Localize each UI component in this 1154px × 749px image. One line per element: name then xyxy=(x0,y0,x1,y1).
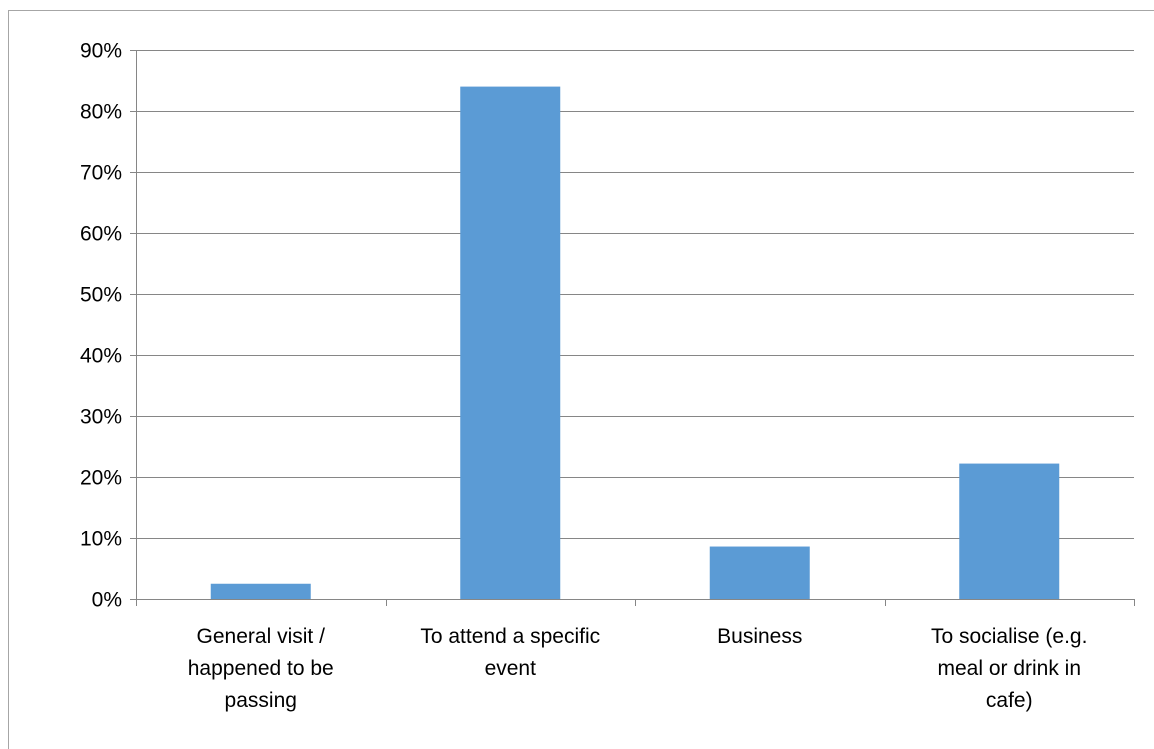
y-tick-label: 0% xyxy=(92,589,122,612)
category-label: To attend a specific event xyxy=(420,625,600,680)
category-label-line: meal or drink in xyxy=(937,657,1081,680)
category-label: Business xyxy=(717,625,802,648)
bar xyxy=(709,546,810,599)
y-tick-label: 50% xyxy=(80,284,122,307)
category-label: To socialise (e.g. meal or drink in cafe) xyxy=(931,625,1087,712)
category-label-line: To socialise (e.g. xyxy=(931,625,1087,648)
category-label-line: To attend a specific xyxy=(420,625,600,648)
bar xyxy=(460,86,561,600)
y-tick-label: 10% xyxy=(80,528,122,551)
category-label-line: cafe) xyxy=(986,689,1033,712)
y-tick-label: 90% xyxy=(80,40,122,63)
y-tick-label: 60% xyxy=(80,223,122,246)
y-tick-label: 70% xyxy=(80,162,122,185)
y-tick-label: 40% xyxy=(80,345,122,368)
bar xyxy=(210,583,311,599)
category-label-line: Business xyxy=(717,625,802,648)
y-tick-label: 80% xyxy=(80,101,122,124)
category-label-line: passing xyxy=(225,689,297,712)
category-label-line: happened to be xyxy=(188,657,334,680)
category-label-line: General visit / xyxy=(197,625,326,648)
category-label-line: event xyxy=(485,657,537,680)
bar xyxy=(959,463,1060,599)
category-label: General visit / happened to be passing xyxy=(188,625,334,712)
y-tick-label: 30% xyxy=(80,406,122,429)
chart-frame xyxy=(8,10,1154,749)
y-tick-label: 20% xyxy=(80,467,122,490)
